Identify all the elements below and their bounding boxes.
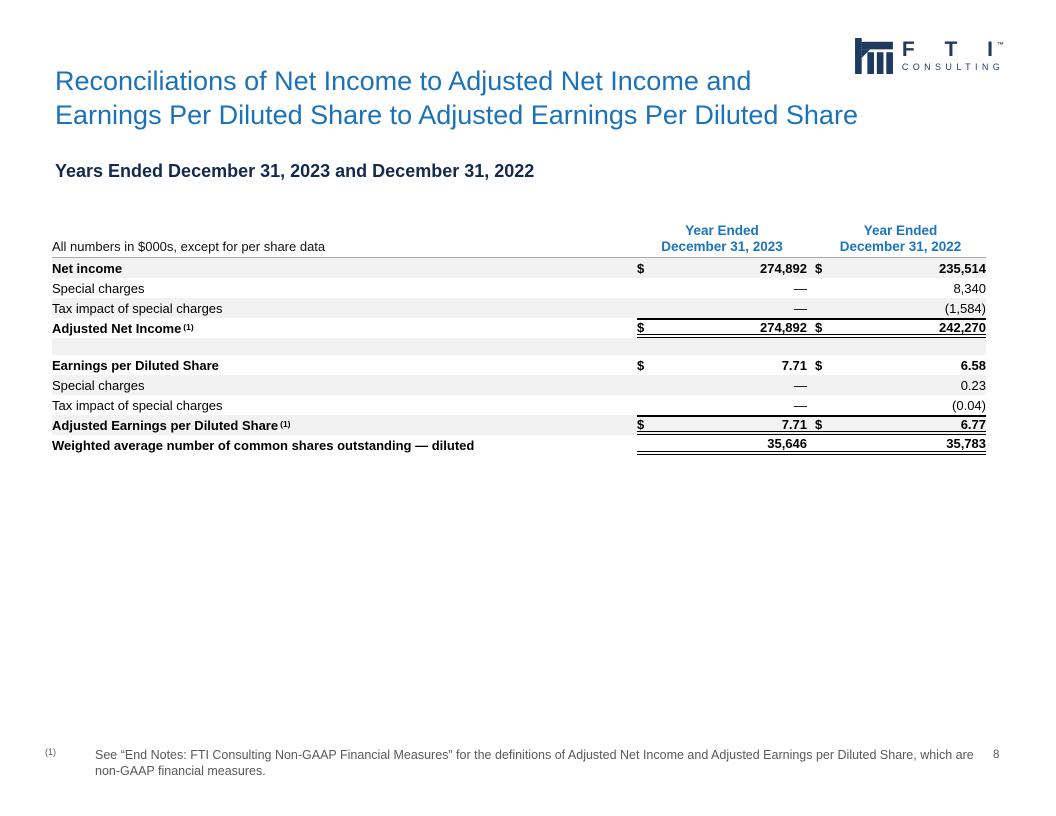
dollar-sign: $: [637, 416, 645, 432]
value-2023: —: [794, 300, 807, 316]
value-2022: 235,514: [939, 260, 986, 276]
value-2023: 274,892: [760, 260, 807, 276]
dollar-sign: $: [815, 319, 823, 335]
dollar-sign: $: [815, 260, 823, 276]
page-title-line1: Reconciliations of Net Income to Adjuste…: [55, 66, 752, 96]
row-label: Special charges: [52, 377, 145, 393]
table-row-tax-impact: Tax impact of special charges — (1,584): [52, 298, 986, 318]
table-spacer-row: [52, 338, 986, 355]
page-subtitle: Years Ended December 31, 2023 and Decemb…: [55, 161, 535, 181]
value-2022: 242,270: [939, 319, 986, 335]
table-row-tax-impact-eps: Tax impact of special charges — (0.04): [52, 395, 986, 415]
column-header-2023: Year Ended December 31, 2023: [661, 223, 783, 254]
row-label: Adjusted Earnings per Diluted Share (1): [52, 417, 291, 433]
logo-letters: F T I™: [901, 38, 1005, 61]
value-2023: —: [794, 280, 807, 296]
footnote-ref: (1): [280, 419, 291, 429]
value-2023: —: [794, 397, 807, 413]
table-row-net-income: Net income $ 274,892 $ 235,514: [52, 258, 986, 278]
value-2022: (0.04): [952, 397, 986, 413]
value-2023: 7.71: [781, 357, 807, 373]
units-note: All numbers in $000s, except for per sha…: [52, 239, 326, 254]
page-title-line2: Earnings Per Diluted Share to Adjusted E…: [55, 100, 858, 130]
row-label: Weighted average number of common shares…: [52, 437, 475, 453]
value-2022: (1,584): [944, 300, 986, 316]
page-title: Reconciliations of Net Income to Adjuste…: [55, 64, 858, 132]
fti-column-icon: [854, 38, 893, 79]
value-2023: 7.71: [781, 416, 807, 432]
table-row-adjusted-eps: Adjusted Earnings per Diluted Share (1) $…: [52, 415, 986, 435]
value-2022: 0.23: [960, 377, 986, 393]
table-row-special-charges: Special charges — 8,340: [52, 278, 986, 298]
value-2022: 35,783: [946, 435, 986, 451]
row-label: Net income: [52, 260, 123, 276]
value-2022: 6.77: [960, 416, 986, 432]
value-2022: 6.58: [960, 357, 986, 373]
table-row-adjusted-net-income: Adjusted Net Income (1) $ 274,892 $ 242,2…: [52, 318, 986, 338]
table-row-weighted-average-shares: Weighted average number of common shares…: [52, 435, 986, 455]
row-label: Tax impact of special charges: [52, 300, 223, 316]
value-2022: 8,340: [953, 280, 986, 296]
footnote-marker: (1): [45, 747, 56, 757]
page-number: 8: [993, 749, 1000, 761]
fti-consulting-logo: F T I™ CONSULTING: [854, 38, 1012, 79]
dollar-sign: $: [815, 357, 823, 373]
dollar-sign: $: [815, 416, 823, 432]
table-row-special-charges-eps: Special charges — 0.23: [52, 375, 986, 395]
column-gap: [807, 220, 815, 257]
table-header-row: All numbers in $000s, except for per sha…: [52, 220, 986, 258]
column-header-2022: Year Ended December 31, 2022: [839, 223, 962, 254]
row-label: Adjusted Net Income (1): [52, 320, 194, 336]
dollar-sign: $: [637, 319, 645, 335]
logo-subtext: CONSULTING: [901, 62, 1005, 72]
value-2023: 274,892: [760, 319, 807, 335]
table-row-eps-diluted: Earnings per Diluted Share $ 7.71 $ 6.58: [52, 355, 986, 375]
footnote-text: See “End Notes: FTI Consulting Non-GAAP …: [95, 748, 974, 778]
footnote-ref: (1): [183, 322, 194, 332]
value-2023: —: [794, 377, 807, 393]
row-label: Earnings per Diluted Share: [52, 357, 219, 373]
reconciliation-table: All numbers in $000s, except for per sha…: [52, 220, 986, 455]
row-label: Tax impact of special charges: [52, 397, 223, 413]
dollar-sign: $: [637, 260, 645, 276]
row-label: Special charges: [52, 280, 145, 296]
trademark-symbol: ™: [997, 42, 1004, 49]
value-2023: 35,646: [767, 435, 807, 451]
logo-text: F T I™ CONSULTING: [902, 38, 1012, 73]
dollar-sign: $: [637, 357, 645, 373]
